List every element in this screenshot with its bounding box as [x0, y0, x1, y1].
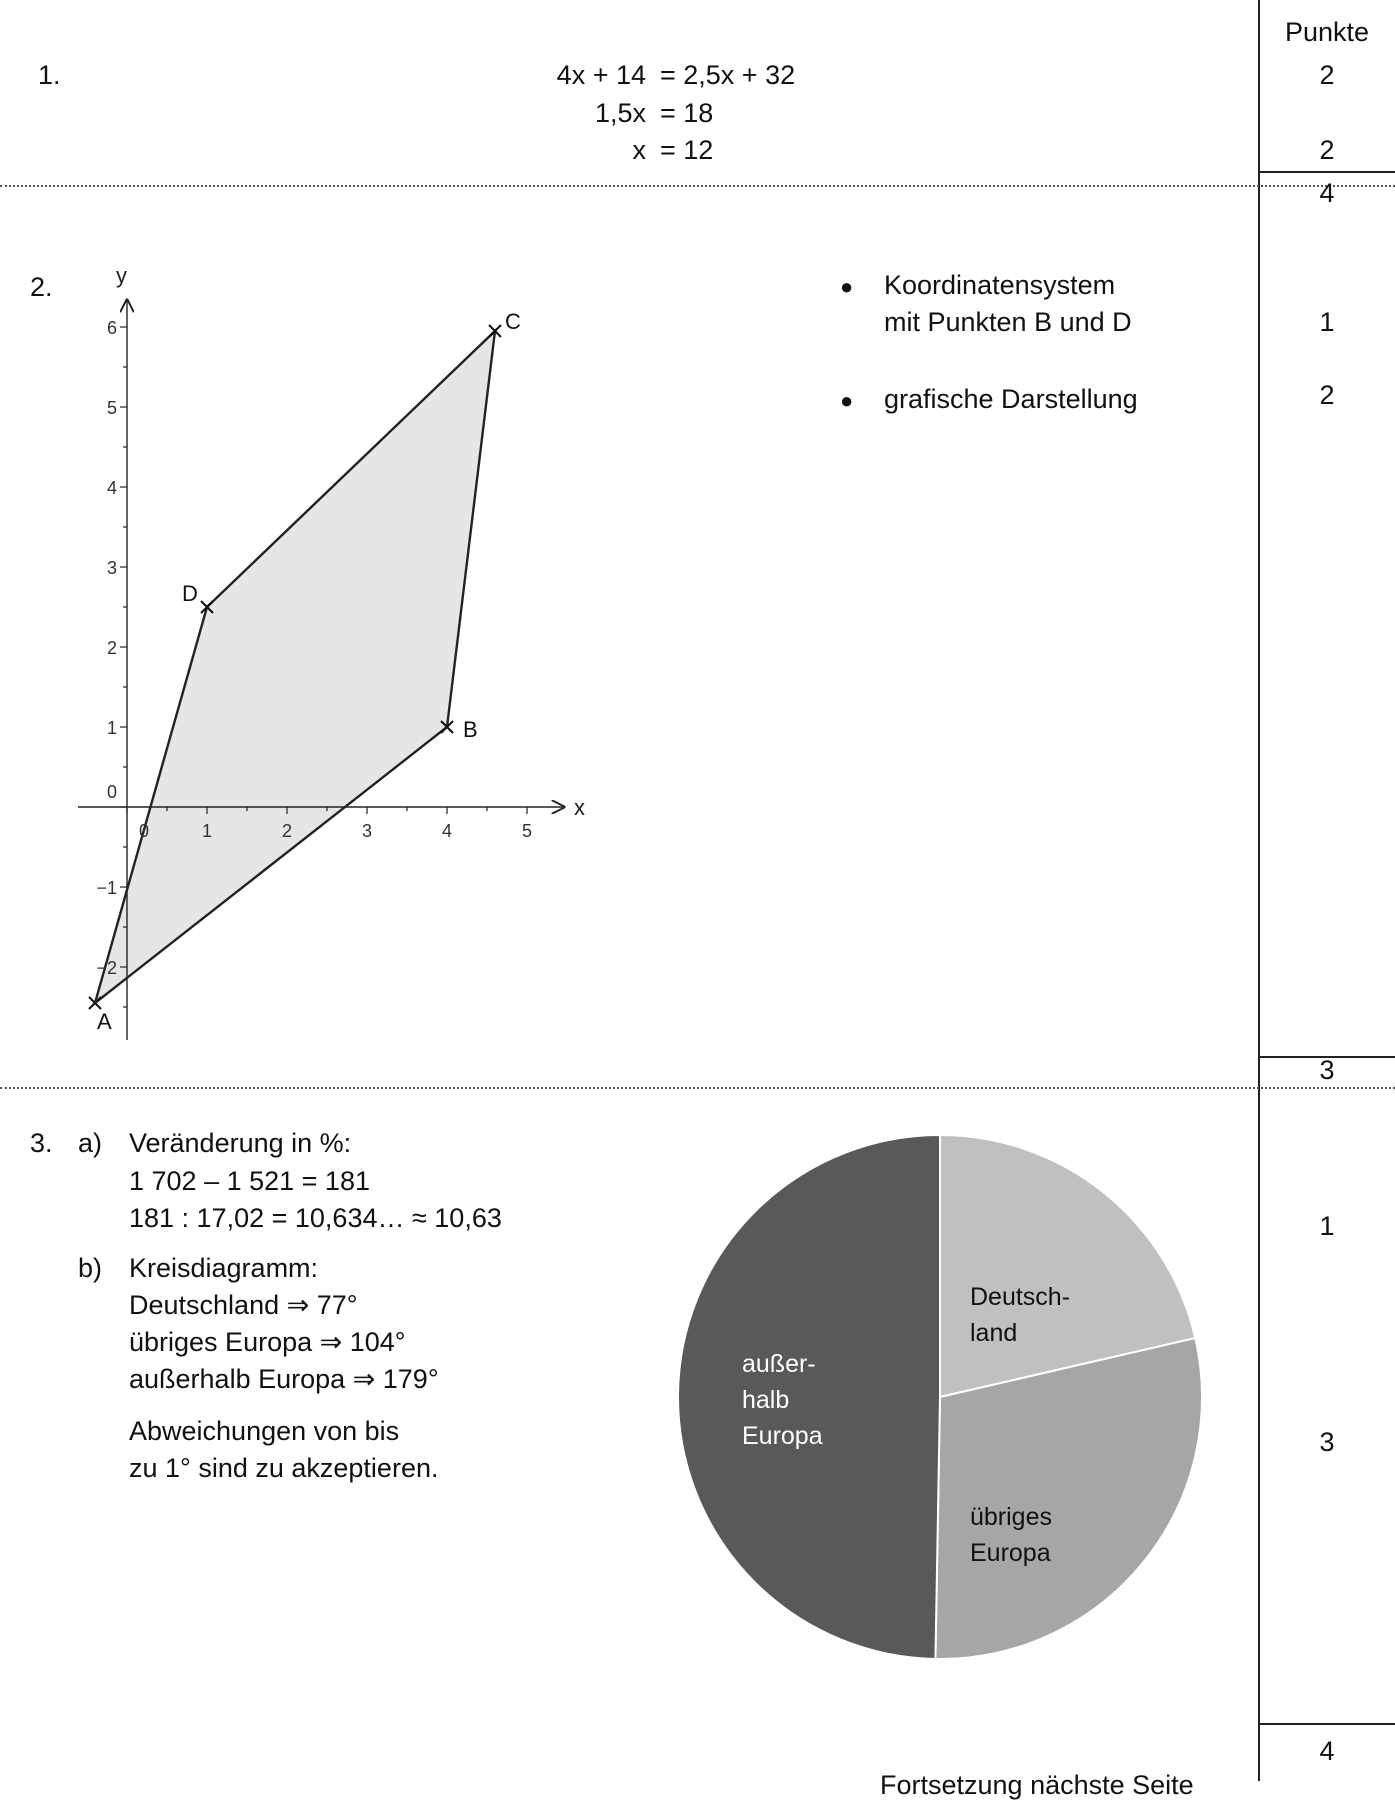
y-axis-label: y — [116, 263, 127, 288]
equation-lhs: x — [632, 135, 647, 165]
task3b-note: Abweichungen von bis — [129, 1416, 400, 1446]
y-tick-label: 0 — [107, 782, 117, 802]
x-tick-label: 1 — [202, 821, 212, 841]
points-column-header: Punkte — [1284, 17, 1370, 47]
equation-rhs: = 2,5x + 32 — [660, 60, 796, 90]
y-tick-label: −2 — [96, 958, 117, 978]
task2-number: 2. — [30, 272, 53, 302]
task3-total: 4 — [1319, 1736, 1335, 1766]
points-column-divider — [1258, 0, 1260, 1781]
task1-total: 4 — [1319, 178, 1335, 208]
pie-slice-label: übriges Europa — [970, 1503, 1052, 1567]
y-tick-label: 4 — [107, 478, 117, 498]
y-tick-label: 1 — [107, 718, 117, 738]
task1-number: 1. — [38, 60, 61, 90]
task3b-line: Deutschland ⇒ 77° — [129, 1290, 358, 1320]
x-tick-label: 0 — [139, 821, 149, 841]
equation-rhs: = 18 — [660, 98, 714, 128]
task3b-points: 3 — [1319, 1427, 1335, 1457]
x-tick-label: 3 — [362, 821, 372, 841]
task3-number: 3. — [30, 1128, 53, 1158]
point-marker — [440, 720, 454, 734]
pie-slice-label: außer-halb Europa — [742, 1350, 823, 1450]
y-tick-label: −1 — [96, 878, 117, 898]
task3a-line: 181 : 17,02 = 10,634… ≈ 10,63 — [129, 1203, 502, 1233]
task3b-note: zu 1° sind zu akzeptieren. — [129, 1453, 439, 1483]
point-label: B — [463, 717, 478, 742]
task2-points: 1 — [1319, 307, 1335, 337]
coordinate-system: x y 0 1 2 3 4 5 6 5 4 3 2 1 0 −1 −2 A B C D — [78, 263, 585, 1040]
task3b-line: Kreisdiagramm: — [129, 1253, 319, 1283]
section-divider-1 — [0, 185, 1395, 187]
task2-criterion: mit Punkten B und D — [884, 307, 1132, 337]
y-tick-label: 6 — [107, 318, 117, 338]
task3a-line: 1 702 – 1 521 = 181 — [129, 1166, 370, 1196]
subtotal-rule-1 — [1259, 171, 1395, 173]
bullet-icon: ● — [840, 388, 854, 413]
equation-lhs: 1,5x — [594, 98, 646, 128]
task3a-label: a) — [78, 1128, 103, 1158]
section-divider-2 — [0, 1087, 1395, 1089]
continuation-note: Fortsetzung nächste Seite — [880, 1770, 1194, 1800]
task3a-line: Veränderung in %: — [129, 1128, 352, 1158]
task2-total: 3 — [1319, 1055, 1335, 1085]
pie-slice — [677, 1133, 941, 1660]
y-tick-label: 2 — [107, 638, 117, 658]
task2-points: 2 — [1319, 380, 1335, 410]
pie-chart: Deutsch-land übriges Europa außer-halb Europ… — [677, 1133, 1203, 1660]
subtotal-rule-2 — [1259, 1056, 1395, 1058]
point-label: C — [505, 309, 521, 334]
x-tick-label: 2 — [282, 821, 292, 841]
point-marker — [488, 324, 502, 338]
pie-slice — [934, 1336, 1203, 1660]
x-axis-label: x — [574, 795, 585, 820]
point-marker — [88, 996, 102, 1010]
equation-rhs: = 12 — [660, 135, 714, 165]
y-tick-label: 3 — [107, 558, 117, 578]
bullet-icon: ● — [840, 274, 854, 299]
pie-slice-label: Deutsch-land — [970, 1283, 1070, 1347]
task2-criterion: grafische Darstellung — [884, 384, 1138, 414]
x-tick-label: 4 — [442, 821, 452, 841]
task2-criterion: Koordinatensystem — [884, 270, 1116, 300]
task1-points: 2 — [1319, 135, 1335, 165]
x-tick-label: 5 — [522, 821, 532, 841]
task3a-points: 1 — [1319, 1211, 1335, 1241]
parallelogram-abcd — [92, 327, 497, 1007]
y-tick-label: 5 — [107, 398, 117, 418]
point-marker — [200, 600, 214, 614]
pie-slice — [939, 1133, 1197, 1399]
task3b-line: übriges Europa ⇒ 104° — [129, 1327, 406, 1357]
task3b-line: außerhalb Europa ⇒ 179° — [129, 1364, 439, 1394]
task1-points: 2 — [1319, 60, 1335, 90]
point-label: D — [182, 581, 198, 606]
subtotal-rule-3 — [1259, 1723, 1395, 1725]
task3b-label: b) — [78, 1253, 103, 1283]
equation-lhs: 4x + 14 — [556, 60, 646, 90]
point-label: A — [97, 1009, 112, 1034]
